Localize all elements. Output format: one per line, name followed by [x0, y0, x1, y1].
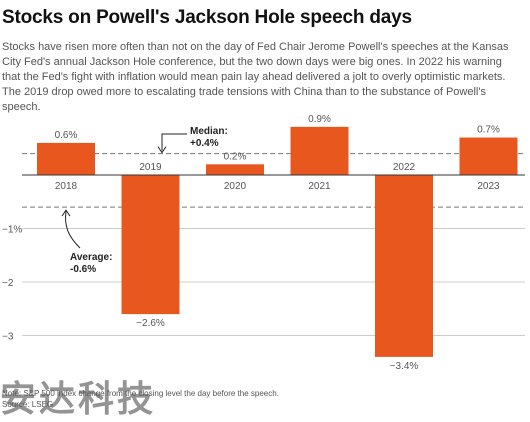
data-label: −2.6%: [136, 318, 165, 329]
median-arrow: [161, 133, 187, 151]
average-label: Average:: [70, 252, 112, 263]
tick-labels: −1% −2 −3 2018 2019 2020 2021 2022 2023: [2, 162, 500, 343]
y-tick-label: −3: [2, 332, 14, 343]
bar: [290, 126, 349, 175]
chart-note: Note: S&P 500 index change from the clos…: [2, 388, 522, 410]
bar: [37, 142, 95, 175]
median-value: +0.4%: [190, 138, 219, 149]
chart-subtitle: Stocks have risen more often than not on…: [2, 41, 509, 113]
data-label: 0.6%: [55, 130, 78, 141]
category-label: 2022: [393, 162, 416, 173]
note-text: Note: S&P 500 index change from the clos…: [2, 389, 279, 398]
bar-chart: 0.6% −2.6% 0.2% 0.9% −3.4% 0.7% −1% −2 −3 2018 20…: [2, 114, 525, 372]
median-arrowhead: [157, 146, 167, 154]
bar: [121, 175, 180, 315]
category-label: 2021: [308, 181, 331, 192]
average-arrow: [65, 211, 81, 249]
data-label: 0.2%: [224, 151, 247, 162]
category-label: 2019: [139, 162, 162, 173]
bar: [375, 175, 433, 357]
average-arrowhead: [61, 209, 71, 217]
category-label: 2020: [224, 181, 247, 192]
average-value: -0.6%: [70, 264, 96, 275]
data-labels: 0.6% −2.6% 0.2% 0.9% −3.4% 0.7%: [55, 114, 500, 372]
bar: [206, 164, 264, 175]
data-label: 0.7%: [477, 125, 500, 136]
y-tick-label: −2: [2, 278, 14, 289]
source-text: Source: LSEG: [2, 400, 54, 409]
grid-lines: [22, 228, 525, 336]
median-label: Median:: [190, 126, 228, 137]
data-label: 0.9%: [308, 114, 331, 125]
chart-title: Stocks on Powell's Jackson Hole speech d…: [2, 7, 412, 28]
annotations: Median:+0.4% Average:-0.6%: [61, 126, 228, 275]
y-tick-label: −1%: [2, 225, 22, 236]
bar: [459, 137, 518, 175]
bars: [37, 126, 518, 357]
data-label: −3.4%: [390, 361, 419, 372]
reference-lines: [22, 153, 525, 208]
category-label: 2023: [477, 181, 500, 192]
category-label: 2018: [55, 181, 78, 192]
